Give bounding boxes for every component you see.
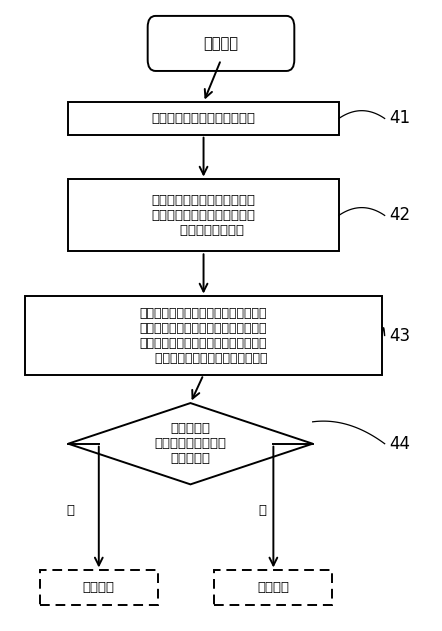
Text: 校准成功: 校准成功 (83, 581, 115, 594)
Text: 43: 43 (389, 326, 410, 345)
Bar (25, 297, 382, 375)
Text: 41: 41 (389, 110, 410, 127)
FancyBboxPatch shape (148, 16, 294, 71)
Text: 实际偏差值
是否在预期偏差的差
误差范围内: 实际偏差值 是否在预期偏差的差 误差范围内 (154, 422, 226, 465)
Text: 否: 否 (259, 504, 267, 517)
Bar (68, 102, 339, 135)
Polygon shape (68, 403, 312, 485)
Bar (40, 570, 158, 604)
Text: 锁定转子在不同的电角度并读取信号检
测装置检测数值，比较每两个电角度的
偏差值与所述两个电角度对应信号检测
    装置的检测数值之间的实际偏差值: 锁定转子在不同的电角度并读取信号检 测装置检测数值，比较每两个电角度的 偏差值与… (139, 307, 268, 365)
Text: 44: 44 (389, 435, 410, 452)
Text: 锁定转子到电角度零度并读取
信号检测装置检测数值，此值
    即为需要的零点值: 锁定转子到电角度零度并读取 信号检测装置检测数值，此值 即为需要的零点值 (152, 194, 255, 237)
Text: 42: 42 (389, 206, 410, 225)
Bar (68, 179, 339, 251)
Bar (214, 570, 332, 604)
Text: 是: 是 (66, 504, 74, 517)
Text: 校准启动: 校准启动 (203, 36, 239, 51)
Text: 设置可接受信号偏差误差范围: 设置可接受信号偏差误差范围 (152, 112, 255, 125)
Text: 校准失败: 校准失败 (257, 581, 290, 594)
